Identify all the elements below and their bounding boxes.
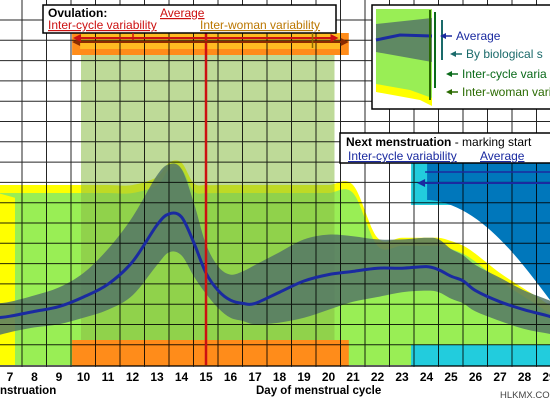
x-tick-label: 22 — [371, 370, 385, 384]
x-axis-title: Day of menstrual cycle — [256, 385, 381, 397]
x-axis-left-label: nstruation — [0, 385, 56, 397]
legend-item-label: By biological s — [466, 47, 543, 61]
menstruation-title: Next menstruation - marking start — [346, 135, 532, 149]
x-tick-label: 16 — [224, 370, 238, 384]
x-tick-label: 20 — [322, 370, 336, 384]
x-tick-label: 27 — [493, 370, 507, 384]
x-tick-label: 10 — [77, 370, 91, 384]
x-tick-label: 12 — [126, 370, 140, 384]
ovulation-header: Ovulation: Average Inter-cycle variabili… — [42, 4, 337, 34]
ovulation-range-arrows — [72, 33, 349, 48]
legend-pointer-head — [440, 33, 446, 39]
ovulation-average-label: Average — [160, 6, 205, 20]
average-curve — [0, 211, 550, 320]
x-tick-label: 11 — [102, 370, 115, 384]
ovulation-bottom-strip — [72, 340, 349, 366]
x-tick-label: 29 — [542, 370, 550, 384]
x-tick-label: 26 — [469, 370, 483, 384]
watermark: HLKMX.COM — [500, 390, 550, 400]
menstruation-bottom-strip — [411, 345, 550, 366]
x-tick-label: 28 — [518, 370, 532, 384]
legend-pointer-head — [446, 71, 452, 77]
ovulation-title: Ovulation: — [48, 6, 107, 20]
ovulation-inter-cycle-arrow-head-left — [73, 34, 81, 42]
menstruation-range-arrows — [417, 171, 550, 187]
x-tick-label: 19 — [297, 370, 311, 384]
x-tick-label: 18 — [273, 370, 287, 384]
x-tick-label: 7 — [7, 370, 14, 384]
x-tick-label: 14 — [175, 370, 189, 384]
menstruation-blue-wedge — [427, 163, 550, 300]
x-tick-label: 17 — [248, 370, 262, 384]
x-tick-label: 13 — [150, 370, 164, 384]
x-tick-labels: 7 8 9 10 11 12 13 14 15 16 17 18 19 20 21 22 23 24 25 26 27 2… — [7, 370, 550, 384]
ovulation-inter-woman-label: Inter-woman variability — [200, 18, 320, 32]
menstruation-arrow-head — [417, 179, 426, 187]
x-tick-label: 15 — [199, 370, 213, 384]
legend-pointer-head — [446, 89, 452, 95]
x-tick-label: 8 — [31, 370, 38, 384]
x-tick-label: 25 — [444, 370, 458, 384]
ovulation-inter-cycle-label: Inter-cycle variability — [48, 18, 157, 32]
ovulation-inter-cycle-arrow-head-right — [330, 34, 339, 42]
x-tick-label: 23 — [395, 370, 409, 384]
menstruation-header: Next menstruation - marking start Inter-… — [339, 132, 550, 164]
legend-item-label: Inter-cycle varia — [462, 67, 547, 81]
x-tick-label: 21 — [346, 370, 360, 384]
menstruation-average-label: Average — [480, 149, 525, 163]
ovulation-inter-woman-arrow-head-right — [340, 38, 349, 46]
legend-dark-band — [376, 18, 432, 62]
x-tick-label: 24 — [420, 370, 434, 384]
biological-spread-band — [0, 163, 550, 335]
legend-pointer-head — [450, 51, 456, 57]
legend-item-label: Average — [456, 29, 501, 43]
menstruation-inter-cycle-label: Inter-cycle variability — [348, 149, 457, 163]
x-tick-label: 9 — [56, 370, 63, 384]
legend-average-line — [375, 33, 433, 42]
legend-item-label: Inter-woman varia — [462, 85, 550, 99]
legend: Average By biological s Inter-cycle varia I… — [371, 4, 550, 110]
